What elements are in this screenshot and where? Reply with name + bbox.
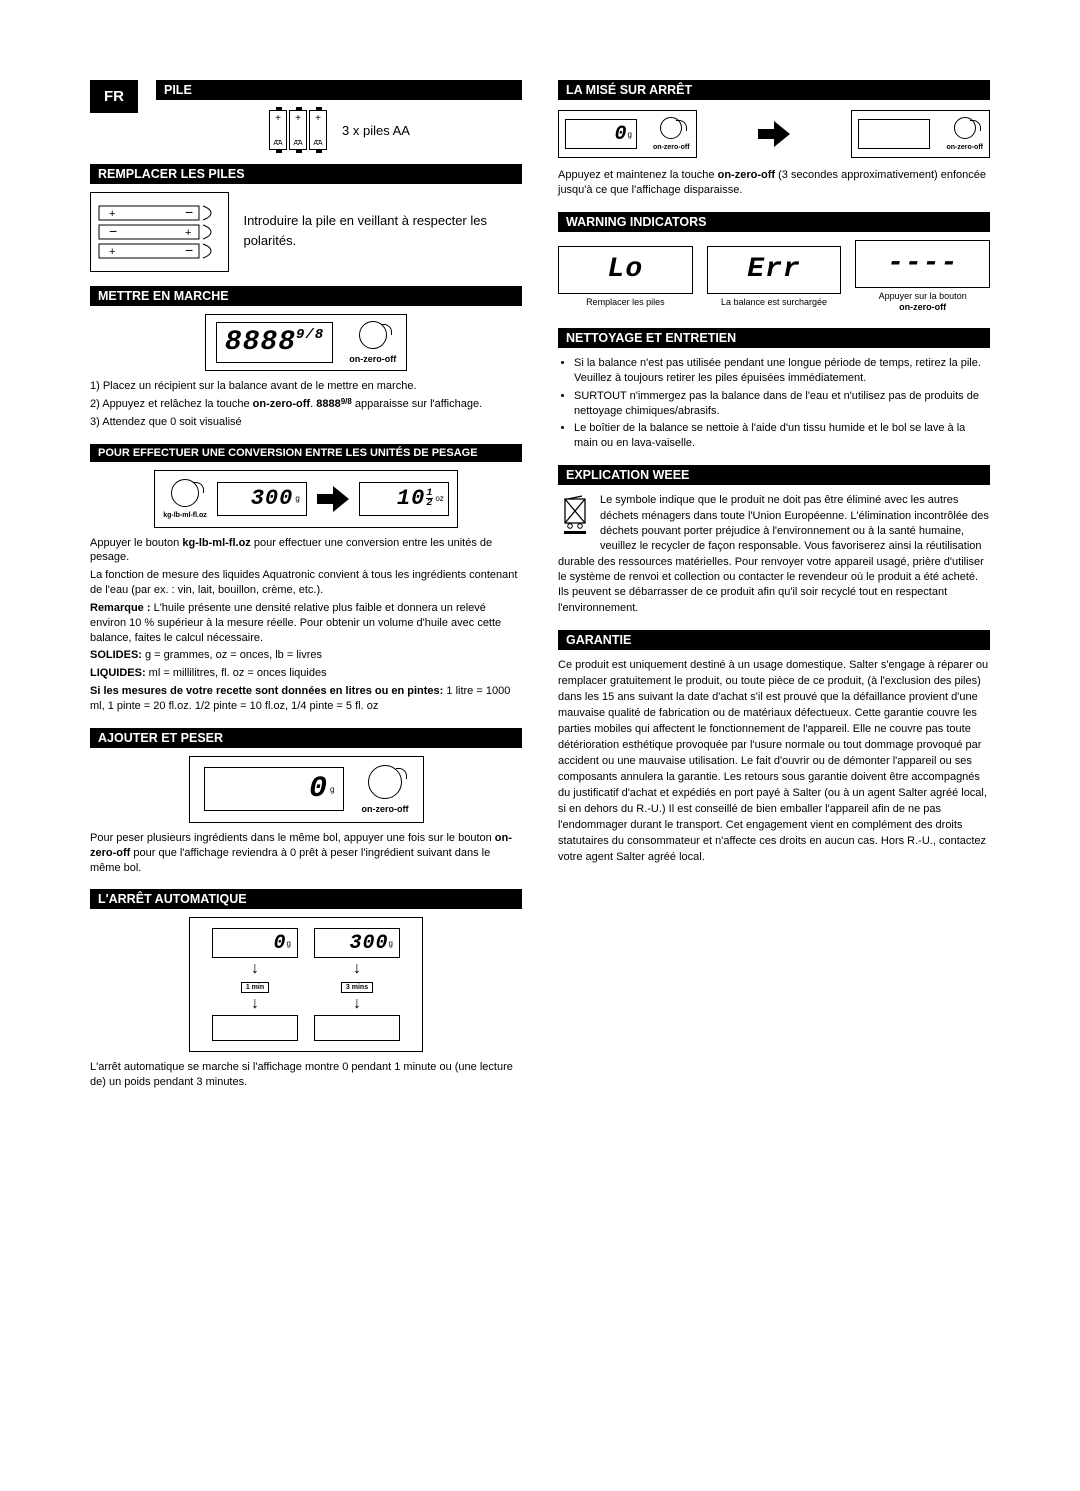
manual-page: FR PILE AA AA AA 3 x piles AA REMPLACER … [90,80,990,1104]
battery-qty: 3 x piles AA [342,123,410,138]
pile-section: FR PILE AA AA AA 3 x piles AA [90,80,522,150]
off-diagram: 0g on-zero-off on-zero-off [558,110,990,158]
battery-compartment-diagram: + − − + + − [90,192,229,272]
autooff-section: L'ARRÊT AUTOMATIQUE 0g ↓ 1 min ↓ 300g ↓ … [90,889,522,1090]
replace-section: REMPLACER LES PILES + − − + + − Introduire … [90,164,522,272]
arrow-right-icon [317,486,349,512]
start-step2: 2) Appuyez et relâchez la touche on-zero… [90,397,522,412]
convert-p3: Remarque : L'huile présente une densité … [90,601,522,646]
left-column: FR PILE AA AA AA 3 x piles AA REMPLACER … [90,80,522,1104]
weee-header: EXPLICATION WEEE [558,465,990,485]
warn-dash: ---- Appuyer sur la boutonon-zero-off [855,240,990,314]
knob-icon [171,479,199,507]
start-lcd: 88889/8 [225,327,324,358]
weee-section: EXPLICATION WEEE Le symbole indique que … [558,465,990,616]
pile-header: PILE [156,80,522,100]
svg-text:−: − [185,204,193,220]
add-text: Pour peser plusieurs ingrédients dans le… [90,831,522,876]
off-section: LA MISÉ SUR ARRÊT 0g on-zero-off [558,80,990,198]
clean-item: Le boîtier de la balance se nettoie à l'… [574,421,990,451]
language-tag: FR [90,80,138,113]
start-step1: 1) Placez un récipient sur la balance av… [90,379,522,394]
convert-p2: La fonction de mesure des liquides Aquat… [90,568,522,598]
add-header: AJOUTER ET PESER [90,728,522,748]
off-text: Appuyez et maintenez la touche on-zero-o… [558,168,990,198]
convert-diagram: kg-lb-ml-fl.oz 300g 1012oz [154,470,458,528]
svg-text:+: + [185,227,191,239]
knob-icon [954,117,976,139]
warranty-header: GARANTIE [558,630,990,650]
autooff-text: L'arrêt automatique se marche si l'affic… [90,1060,522,1090]
convert-p1: Appuyer le bouton kg-lb-ml-fl.oz pour ef… [90,536,522,566]
weee-bin-icon [558,493,592,538]
replace-header: REMPLACER LES PILES [90,164,522,184]
clean-item: SURTOUT n'immergez pas la balance dans d… [574,389,990,419]
start-section: METTRE EN MARCHE 88889/8 on-zero-off 1) … [90,286,522,430]
warn-header: WARNING INDICATORS [558,212,990,232]
start-header: METTRE EN MARCHE [90,286,522,306]
svg-text:+: + [109,208,115,220]
warn-section: WARNING INDICATORS Lo Remplacer les pile… [558,212,990,314]
off-header: LA MISÉ SUR ARRÊT [558,80,990,100]
knob-icon [660,117,682,139]
svg-text:+: + [109,246,115,258]
warranty-text: Ce produit est uniquement destiné à un u… [558,658,990,865]
convert-header: POUR EFFECTUER UNE CONVERSION ENTRE LES … [90,444,522,462]
arrow-right-icon [758,121,790,147]
convert-liquids: LIQUIDES: ml = millilitres, fl. oz = onc… [90,666,522,681]
autooff-header: L'ARRÊT AUTOMATIQUE [90,889,522,909]
replace-text: Introduire la pile en veillant à respect… [243,211,522,250]
add-diagram: 0g on-zero-off [189,756,424,823]
clean-section: NETTOYAGE ET ENTRETIEN Si la balance n'e… [558,328,990,451]
warranty-section: GARANTIE Ce produit est uniquement desti… [558,630,990,865]
start-knob-label: on-zero-off [349,354,396,364]
warn-lo: Lo Remplacer les piles [558,246,693,309]
add-section: AJOUTER ET PESER 0g on-zero-off Pour pes… [90,728,522,876]
svg-text:−: − [109,223,117,239]
clean-header: NETTOYAGE ET ENTRETIEN [558,328,990,348]
battery-diagram: AA AA AA [268,110,328,150]
convert-p4: Si les mesures de votre recette sont don… [90,684,522,714]
clean-item: Si la balance n'est pas utilisée pendant… [574,356,990,386]
warn-err: Err La balance est surchargée [707,246,842,309]
svg-text:−: − [185,242,193,258]
knob-icon [359,321,387,349]
add-knob-label: on-zero-off [362,804,409,814]
autooff-diagram: 0g ↓ 1 min ↓ 300g ↓ 3 mins ↓ [189,917,423,1052]
convert-section: POUR EFFECTUER UNE CONVERSION ENTRE LES … [90,444,522,714]
knob-icon [368,765,402,799]
start-diagram: 88889/8 on-zero-off [205,314,407,371]
right-column: LA MISÉ SUR ARRÊT 0g on-zero-off [558,80,990,1104]
start-step3: 3) Attendez que 0 soit visualisé [90,415,522,430]
convert-solids: SOLIDES: g = grammes, oz = onces, lb = l… [90,648,522,663]
weee-body: Le symbole indique que le produit ne doi… [558,493,990,616]
clean-list: Si la balance n'est pas utilisée pendant… [558,356,990,451]
convert-knob-label: kg-lb-ml-fl.oz [163,512,207,519]
